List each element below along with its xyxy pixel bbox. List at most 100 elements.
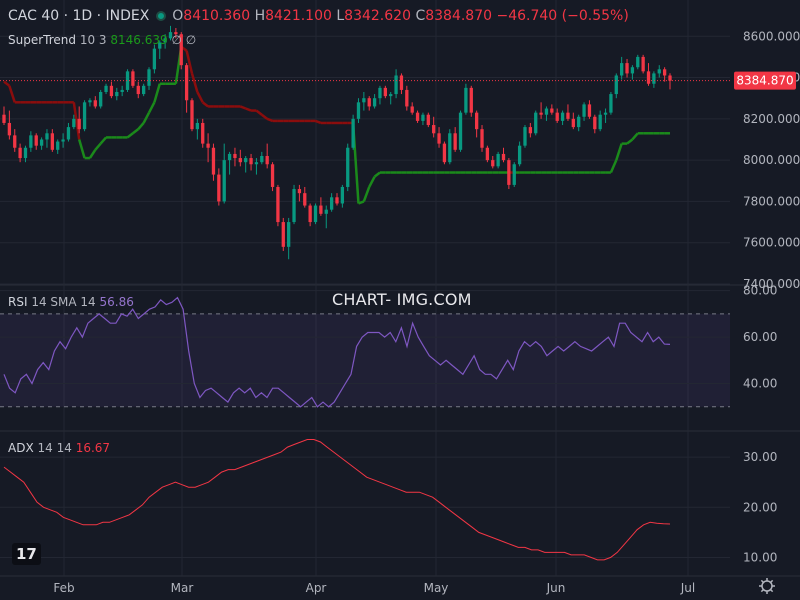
- settings-gear-icon[interactable]: [759, 578, 775, 594]
- candle-body[interactable]: [372, 98, 377, 107]
- candle-body[interactable]: [668, 75, 672, 81]
- candle-body[interactable]: [335, 197, 339, 204]
- candle-body[interactable]: [211, 147, 216, 175]
- candle-body[interactable]: [539, 112, 543, 115]
- candle-body[interactable]: [362, 98, 366, 103]
- candle-body[interactable]: [587, 104, 592, 117]
- candle-body[interactable]: [512, 164, 516, 185]
- candle-body[interactable]: [13, 135, 17, 148]
- candle-body[interactable]: [93, 100, 97, 107]
- candle-body[interactable]: [72, 118, 76, 128]
- candle-body[interactable]: [523, 127, 527, 146]
- candle-body[interactable]: [442, 143, 447, 163]
- candle-body[interactable]: [158, 42, 162, 49]
- candle-body[interactable]: [609, 94, 613, 113]
- candle-body[interactable]: [201, 122, 205, 144]
- candle-body[interactable]: [313, 205, 318, 223]
- symbol-title[interactable]: CAC 40 · 1D · INDEX: [8, 8, 150, 24]
- candle-body[interactable]: [630, 67, 635, 74]
- candle-body[interactable]: [394, 75, 398, 95]
- candle-body[interactable]: [662, 69, 667, 76]
- candle-body[interactable]: [18, 147, 22, 159]
- candle-body[interactable]: [641, 56, 645, 72]
- candle-body[interactable]: [287, 222, 291, 247]
- candle-body[interactable]: [453, 133, 457, 150]
- candle-body[interactable]: [415, 112, 420, 121]
- candle-body[interactable]: [534, 112, 538, 134]
- candle-body[interactable]: [474, 112, 479, 130]
- candle-body[interactable]: [61, 139, 65, 142]
- candle-body[interactable]: [174, 32, 178, 35]
- candle-body[interactable]: [29, 135, 33, 148]
- candle-body[interactable]: [88, 100, 92, 103]
- candle-body[interactable]: [469, 87, 473, 113]
- candle-body[interactable]: [77, 118, 81, 130]
- candle-body[interactable]: [517, 145, 522, 165]
- candle-body[interactable]: [190, 100, 194, 130]
- candle-body[interactable]: [646, 71, 651, 84]
- candle-body[interactable]: [270, 164, 275, 187]
- candle-body[interactable]: [571, 118, 575, 128]
- candle-body[interactable]: [657, 69, 661, 74]
- candle-body[interactable]: [99, 92, 103, 107]
- candle-body[interactable]: [109, 85, 114, 97]
- candle-body[interactable]: [485, 147, 490, 161]
- candle-body[interactable]: [652, 73, 656, 84]
- candle-body[interactable]: [125, 71, 130, 90]
- candle-body[interactable]: [23, 147, 28, 159]
- candle-body[interactable]: [281, 222, 285, 247]
- supertrend-legend[interactable]: SuperTrend 10 3 8146.639 ∅ ∅: [8, 32, 196, 48]
- candle-body[interactable]: [405, 89, 409, 107]
- candle-body[interactable]: [265, 156, 269, 165]
- candle-body[interactable]: [480, 129, 484, 148]
- candle-body[interactable]: [566, 112, 570, 119]
- candle-body[interactable]: [351, 118, 355, 148]
- candle-body[interactable]: [432, 125, 436, 134]
- candle-body[interactable]: [507, 160, 511, 185]
- candle-body[interactable]: [115, 92, 119, 97]
- candle-body[interactable]: [136, 85, 140, 95]
- candle-body[interactable]: [206, 143, 210, 148]
- candle-body[interactable]: [292, 189, 296, 223]
- candle-body[interactable]: [544, 108, 549, 115]
- candle-body[interactable]: [496, 153, 500, 167]
- candle-body[interactable]: [426, 114, 430, 126]
- adx-legend[interactable]: ADX 14 14 16.67: [8, 440, 110, 456]
- candle-body[interactable]: [356, 102, 361, 119]
- candle-body[interactable]: [131, 71, 135, 86]
- candle-body[interactable]: [620, 63, 624, 76]
- candle-body[interactable]: [448, 133, 452, 163]
- candle-body[interactable]: [260, 156, 264, 163]
- candle-body[interactable]: [222, 160, 226, 202]
- candle-body[interactable]: [303, 193, 307, 206]
- candle-body[interactable]: [168, 32, 173, 39]
- candle-body[interactable]: [233, 153, 237, 159]
- candle-body[interactable]: [120, 89, 124, 92]
- candle-body[interactable]: [179, 34, 183, 66]
- candle-body[interactable]: [45, 133, 49, 140]
- candle-body[interactable]: [491, 160, 495, 167]
- candle-body[interactable]: [340, 186, 345, 204]
- candle-body[interactable]: [389, 94, 393, 97]
- candle-body[interactable]: [346, 147, 350, 187]
- candle-body[interactable]: [410, 106, 414, 113]
- candle-body[interactable]: [34, 135, 38, 146]
- candle-body[interactable]: [217, 174, 221, 202]
- candle-body[interactable]: [184, 65, 189, 101]
- candle-body[interactable]: [308, 205, 312, 223]
- candle-body[interactable]: [2, 114, 6, 123]
- candle-body[interactable]: [550, 108, 554, 113]
- candle-body[interactable]: [297, 189, 302, 194]
- rsi-legend[interactable]: RSI 14 SMA 14 56.86: [8, 294, 134, 310]
- candle-body[interactable]: [163, 38, 167, 43]
- candle-body[interactable]: [276, 186, 280, 223]
- candle-body[interactable]: [603, 112, 608, 115]
- candle-body[interactable]: [458, 112, 463, 150]
- candle-body[interactable]: [7, 122, 12, 136]
- candle-body[interactable]: [82, 102, 87, 130]
- candle-body[interactable]: [399, 75, 404, 90]
- candle-body[interactable]: [104, 85, 108, 92]
- candle-body[interactable]: [582, 104, 586, 117]
- candle-body[interactable]: [66, 127, 71, 140]
